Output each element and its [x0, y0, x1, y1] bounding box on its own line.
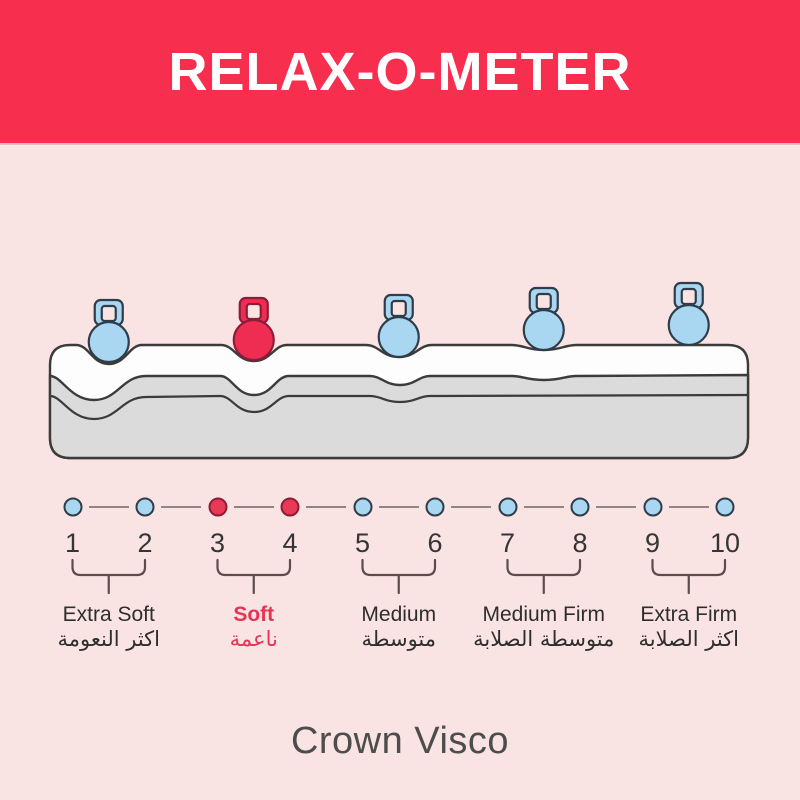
- dot-connector: [306, 506, 347, 508]
- group-label-en: Extra Firm: [640, 603, 738, 626]
- dot-connector: [233, 506, 274, 508]
- kettlebell-weights-group: [87, 281, 710, 364]
- group-label-en: Extra Soft: [62, 603, 155, 626]
- dot-connector: [523, 506, 564, 508]
- scale-dot-6: [425, 497, 445, 517]
- kettlebell-body: [667, 303, 710, 347]
- group-bracket-soft: [216, 558, 292, 595]
- kettlebell-body: [522, 308, 565, 352]
- kettlebell-3-blue: [377, 293, 420, 359]
- group-label-ar: ناعمة: [229, 627, 278, 651]
- scale-dot-10: [715, 497, 735, 517]
- dot-connector: [451, 506, 492, 508]
- mattress-core-layer: [48, 373, 750, 460]
- scale-dot-7: [498, 497, 517, 517]
- kettlebell-5-blue: [667, 281, 710, 347]
- group-label-ar: متوسطة الصلابة: [473, 627, 615, 651]
- dot-connector: [378, 506, 419, 508]
- mattress-illustration: [48, 281, 750, 460]
- scale-dot-8: [570, 497, 590, 517]
- group-label-en: Medium: [361, 603, 437, 626]
- kettlebell-body: [232, 318, 275, 362]
- header-banner: RELAX-O-METER: [0, 0, 800, 143]
- kettlebell-handle-hole: [680, 287, 697, 306]
- group-brackets: [71, 558, 727, 595]
- kettlebell-4-blue: [522, 286, 565, 352]
- scale-dot-4: [280, 497, 300, 517]
- kettlebell-handle-hole: [245, 302, 262, 321]
- dot-connector: [668, 506, 709, 508]
- scale-dot-2: [135, 497, 155, 517]
- scale-dot-1: [63, 497, 82, 517]
- group-label-en: Medium Firm: [482, 603, 605, 626]
- group-bracket-medium: [361, 558, 437, 595]
- kettlebell-body: [377, 315, 420, 359]
- group-label-ar: اكثر النعومة: [57, 627, 161, 651]
- kettlebell-handle-hole: [390, 299, 407, 318]
- group-bracket-extra-soft: [71, 558, 147, 595]
- group-label-ar: متوسطة: [361, 627, 436, 651]
- dot-connector: [161, 506, 202, 508]
- scale-dot-9: [643, 497, 662, 517]
- kettlebell-body: [87, 320, 130, 364]
- brand-name: Crown Visco: [290, 720, 510, 762]
- kettlebell-2-red: [232, 296, 275, 362]
- mattress-seam-line: [49, 393, 749, 421]
- kettlebell-handle-hole: [535, 292, 552, 311]
- page-title: RELAX-O-METER: [168, 41, 632, 102]
- kettlebell-handle-hole: [100, 304, 117, 323]
- group-bracket-medium-firm: [506, 558, 582, 595]
- group-label-ar: اكثر الصلابة: [638, 627, 739, 651]
- kettlebell-1-blue: [87, 298, 130, 364]
- dot-connector: [88, 506, 129, 508]
- group-label-en: Soft: [233, 603, 275, 626]
- dot-connector: [596, 506, 637, 508]
- scale-dot-3: [208, 497, 227, 517]
- group-bracket-extra-firm: [651, 558, 727, 595]
- scale-dot-5: [353, 497, 372, 517]
